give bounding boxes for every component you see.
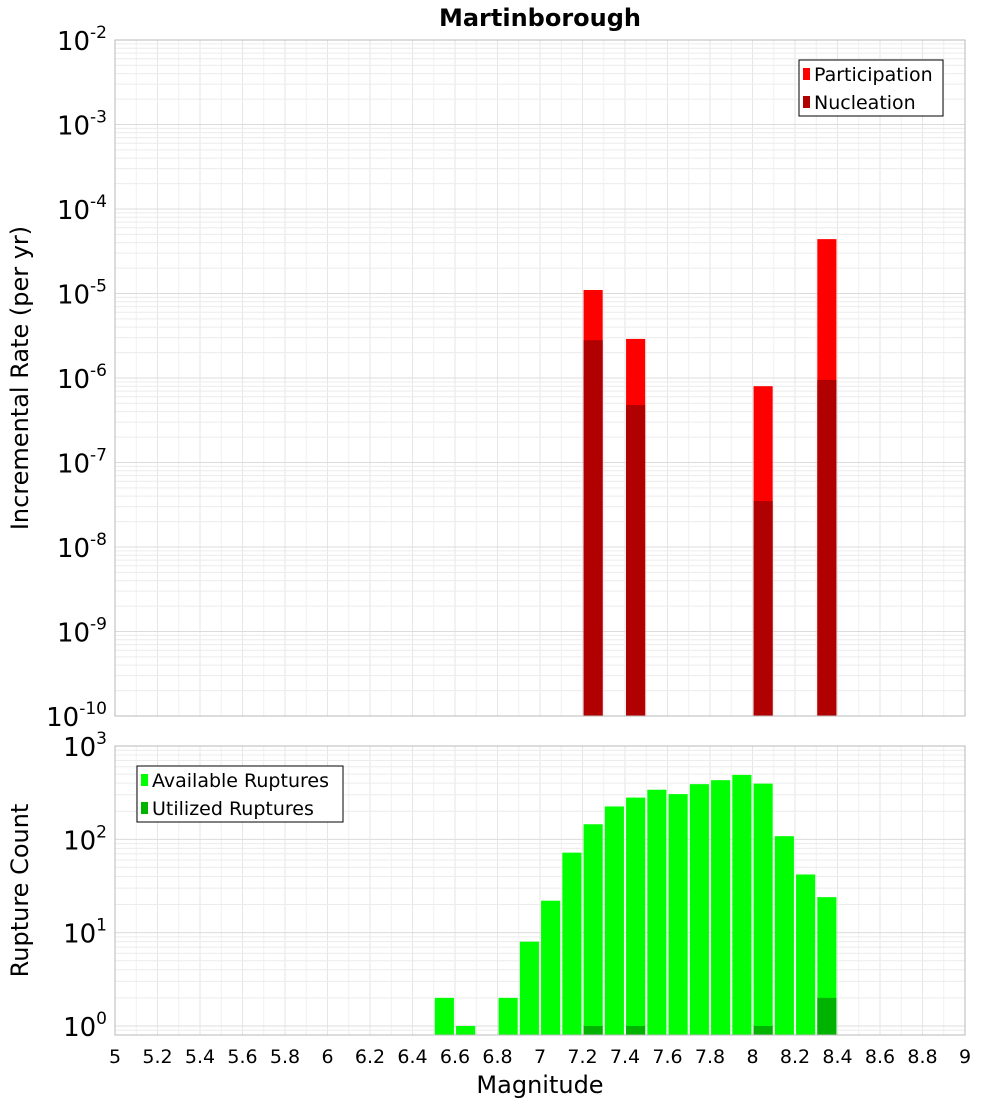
bar	[626, 404, 646, 716]
y-axis-label: Rupture Count	[6, 804, 34, 978]
x-tick-label: 6.8	[482, 1046, 512, 1068]
bar	[753, 783, 773, 1035]
bar	[583, 340, 603, 716]
y-tick-label: 10-8	[57, 530, 107, 564]
y-axis-label: Incremental Rate (per yr)	[6, 226, 34, 530]
y-tick-label: 10-7	[57, 446, 107, 480]
legend-label: Utilized Ruptures	[152, 798, 314, 820]
x-tick-label: 8.2	[780, 1046, 810, 1068]
plot-frame	[114, 39, 966, 717]
bar	[796, 874, 816, 1035]
x-tick-label: 8.4	[822, 1046, 852, 1068]
x-tick-label: 5.4	[185, 1046, 215, 1068]
y-tick-label: 10-10	[46, 699, 107, 733]
legend-label: Available Ruptures	[152, 770, 329, 792]
x-tick-label: 6.4	[397, 1046, 427, 1068]
x-tick-label: 8.6	[865, 1046, 895, 1068]
series-available-ruptures	[434, 774, 837, 1035]
bar	[626, 1025, 646, 1035]
bar	[519, 941, 539, 1035]
x-tick-label: 6.2	[355, 1046, 385, 1068]
legend-swatch	[141, 802, 148, 814]
bar	[562, 852, 582, 1035]
x-tick-label: 7.2	[567, 1046, 597, 1068]
legend-swatch	[803, 96, 810, 108]
legend-swatch	[803, 68, 810, 80]
x-tick-label: 6.6	[440, 1046, 470, 1068]
chart-title: Martinborough	[439, 4, 641, 32]
bar	[774, 836, 794, 1035]
x-tick-label: 5.8	[270, 1046, 300, 1068]
x-tick-label: 6	[321, 1046, 333, 1068]
legend-box	[798, 59, 944, 117]
bar	[753, 501, 773, 716]
y-tick-label: 10-9	[57, 615, 107, 649]
legend: Participation Nucleation	[798, 59, 944, 117]
y-tick-label: 10-5	[57, 277, 107, 311]
bar	[434, 997, 454, 1035]
legend-box	[136, 765, 344, 823]
bar	[498, 997, 518, 1035]
x-tick-label: 7.4	[610, 1046, 640, 1068]
x-tick-label: 7.6	[652, 1046, 682, 1068]
y-tick-label: 10-3	[57, 108, 107, 142]
y-tick-label: 102	[63, 822, 107, 856]
x-tick-label: 8	[746, 1046, 758, 1068]
y-tick-label: 10-2	[57, 23, 107, 57]
legend: Available Ruptures Utilized Ruptures	[136, 765, 344, 823]
grid	[114, 39, 966, 717]
x-tick-label: 7.8	[695, 1046, 725, 1068]
y-tick-label: 10-4	[57, 192, 107, 226]
bar	[817, 997, 837, 1035]
series-nucleation	[583, 340, 837, 716]
bar	[689, 784, 709, 1035]
bar	[711, 780, 731, 1035]
x-tick-label: 7	[534, 1046, 546, 1068]
y-tick-label: 10-6	[57, 361, 107, 395]
plot-frame	[114, 745, 966, 1036]
bar	[626, 797, 646, 1035]
bar	[647, 789, 667, 1035]
bar	[604, 806, 624, 1035]
bar	[668, 794, 688, 1035]
x-tick-label: 9	[959, 1046, 971, 1068]
legend-label: Participation	[814, 64, 933, 86]
x-tick-label: 5.6	[227, 1046, 257, 1068]
bar	[583, 1025, 603, 1035]
y-tick-label: 101	[63, 916, 107, 950]
y-tick-label: 100	[63, 1009, 107, 1043]
legend-swatch	[141, 774, 148, 786]
bar	[541, 900, 561, 1035]
incremental-rate-panel: 10-2 10-3 10-4 10-5 10-6 10-7 10-8 10-9 10-10 Mar…	[6, 4, 966, 733]
bar	[732, 774, 752, 1035]
bar	[753, 1025, 773, 1035]
series-utilized-ruptures	[583, 997, 837, 1035]
bar	[817, 379, 837, 716]
x-tick-label: 5	[109, 1046, 121, 1068]
x-tick-label: 5.2	[142, 1046, 172, 1068]
x-axis-label: Magnitude	[476, 1071, 603, 1099]
legend-label: Nucleation	[814, 92, 916, 114]
x-tick-label: 8.8	[907, 1046, 937, 1068]
bar	[583, 824, 603, 1035]
bar	[456, 1025, 476, 1035]
y-tick-label: 103	[63, 729, 107, 763]
